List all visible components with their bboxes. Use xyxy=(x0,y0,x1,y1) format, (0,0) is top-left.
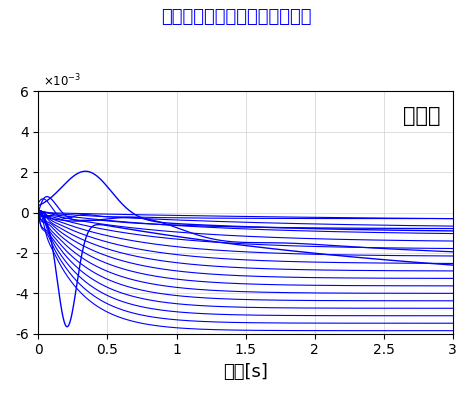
Text: 不安定: 不安定 xyxy=(403,106,440,126)
X-axis label: 時間[s]: 時間[s] xyxy=(223,363,268,381)
Text: 制御あり（中程度の制御性能）: 制御あり（中程度の制御性能） xyxy=(161,8,311,26)
Text: $\times10^{-3}$: $\times10^{-3}$ xyxy=(42,72,81,89)
